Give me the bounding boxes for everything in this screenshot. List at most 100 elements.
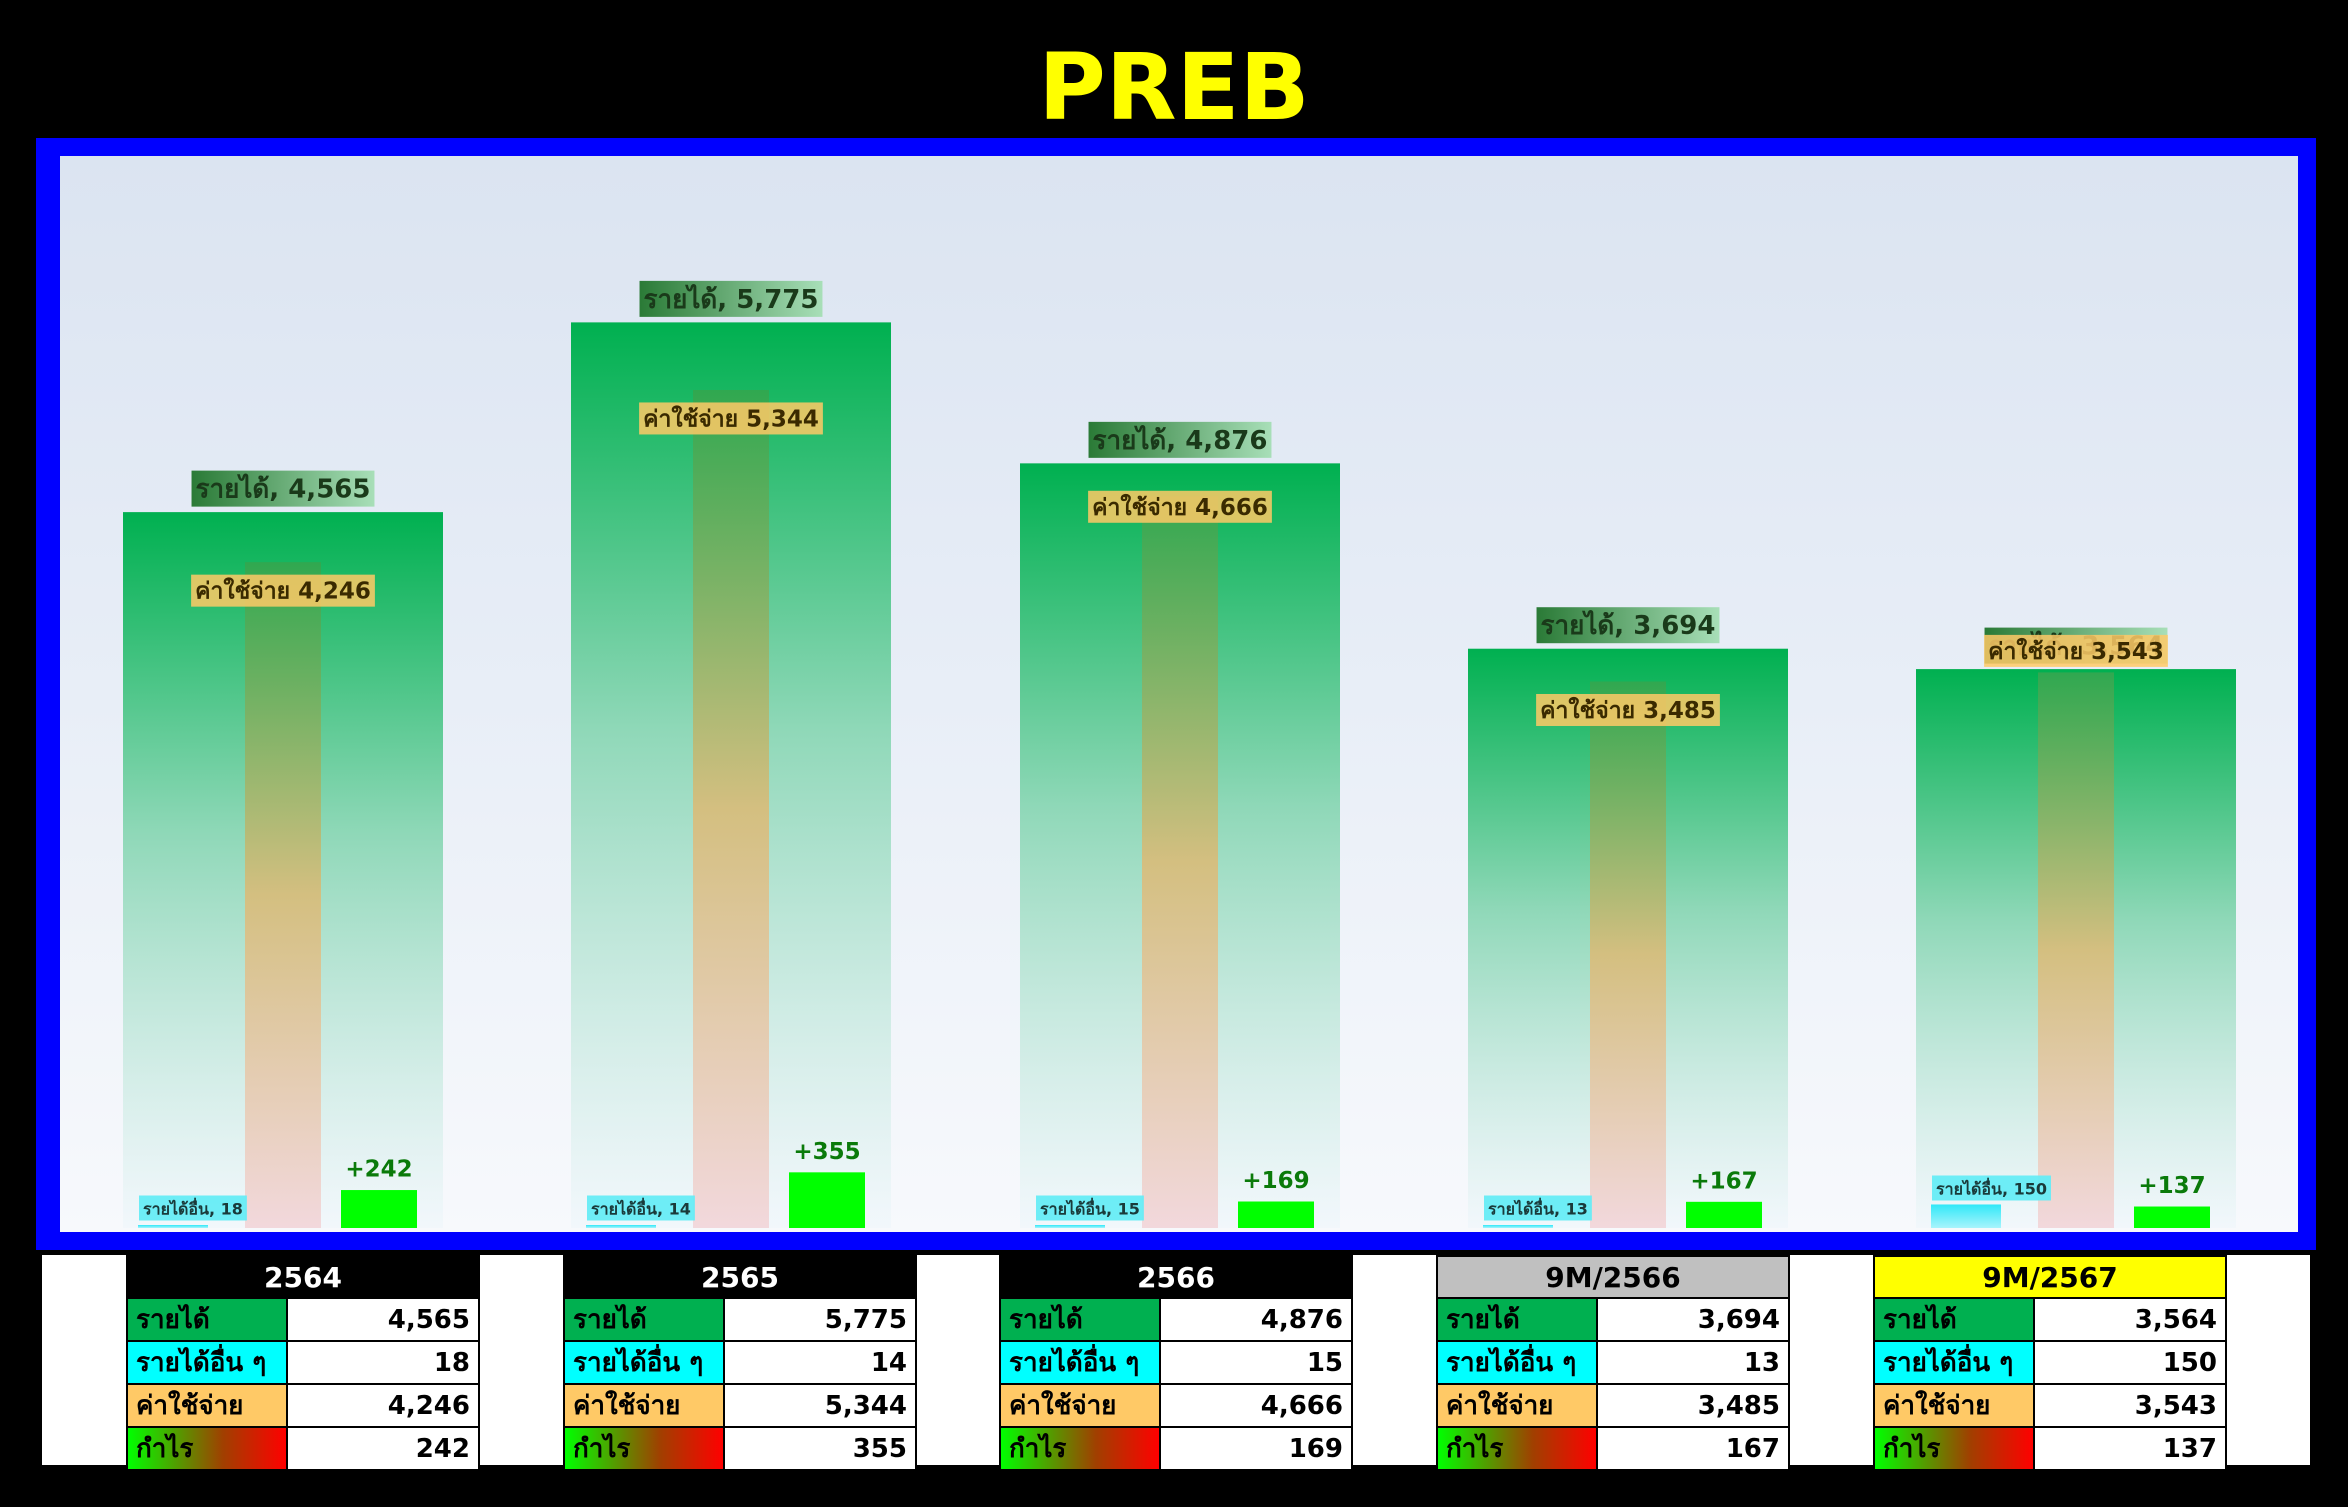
other-income-label-text: รายได้อื่น, 15 — [1040, 1198, 1140, 1219]
table-header: 2565 — [563, 1255, 917, 1299]
profit-bar — [1686, 1201, 1762, 1228]
other-income-label: รายได้อื่น, 14 — [587, 1195, 695, 1221]
other-income-label-bg — [1036, 1195, 1144, 1221]
table-row: รายได้ 3,564 — [1873, 1297, 2227, 1342]
other-income-label-text: รายได้อื่น, 14 — [591, 1198, 691, 1219]
other-income-label-text: รายได้อื่น, 13 — [1488, 1198, 1588, 1219]
plot-area: รายได้, 4,565 ค่าใช้จ่าย 4,246 รายได้อื่น,… — [60, 156, 2298, 1232]
row-label: รายได้อื่น ๆ — [126, 1340, 288, 1385]
row-label: รายได้ — [126, 1297, 288, 1342]
table-row: กำไร 355 — [563, 1426, 917, 1471]
table-row: รายได้ 3,694 — [1436, 1297, 1790, 1342]
summary-table: 9M/2567 รายได้ 3,564 รายได้อื่น ๆ 150 ค่าใช้จ… — [1873, 1255, 2227, 1471]
expense-label: ค่าใช้จ่าย 3,543 — [1984, 634, 2168, 667]
table-row: รายได้ 5,775 — [563, 1297, 917, 1342]
row-label: กำไร — [563, 1426, 725, 1471]
row-value: 15 — [1159, 1340, 1353, 1385]
table-row: รายได้อื่น ๆ 13 — [1436, 1340, 1790, 1385]
revenue-label-text: รายได้, 3,694 — [1541, 609, 1716, 641]
other-income-label: รายได้อื่น, 13 — [1484, 1195, 1592, 1221]
revenue-label-bg — [1088, 421, 1272, 458]
profit-label: +167 — [1690, 1168, 1757, 1194]
table-row: รายได้อื่น ๆ 14 — [563, 1340, 917, 1385]
expense-label: ค่าใช้จ่าย 3,485 — [1536, 693, 1720, 726]
other-income-label-bg — [587, 1195, 695, 1221]
chart-frame: รายได้, 4,565 ค่าใช้จ่าย 4,246 รายได้อื่น,… — [36, 138, 2316, 1250]
other-income-label-text: รายได้อื่น, 150 — [1936, 1178, 2047, 1199]
row-label: กำไร — [1436, 1426, 1598, 1471]
table-row: กำไร 137 — [1873, 1426, 2227, 1471]
profit-bar — [789, 1172, 865, 1228]
table-row: ค่าใช้จ่าย 3,485 — [1436, 1383, 1790, 1428]
row-label: กำไร — [1873, 1426, 2035, 1471]
row-value: 5,344 — [723, 1383, 917, 1428]
row-label: ค่าใช้จ่าย — [563, 1383, 725, 1428]
other-income-bar — [1035, 1225, 1105, 1228]
row-value: 14 — [723, 1340, 917, 1385]
expense-label-text: ค่าใช้จ่าย 3,485 — [1540, 696, 1716, 724]
expense-label-bg — [1088, 490, 1272, 523]
table-row: กำไร 169 — [999, 1426, 1353, 1471]
profit-bar — [1238, 1201, 1314, 1228]
row-value: 4,876 — [1159, 1297, 1353, 1342]
row-value: 355 — [723, 1426, 917, 1471]
expense-label-bg — [1984, 634, 2168, 667]
table-row: ค่าใช้จ่าย 5,344 — [563, 1383, 917, 1428]
table-row: ค่าใช้จ่าย 4,666 — [999, 1383, 1353, 1428]
expense-label-bg — [191, 574, 375, 607]
table-row: กำไร 242 — [126, 1426, 480, 1471]
table-row: รายได้อื่น ๆ 18 — [126, 1340, 480, 1385]
table-row: รายได้ 4,565 — [126, 1297, 480, 1342]
row-label: ค่าใช้จ่าย — [126, 1383, 288, 1428]
row-value: 4,565 — [286, 1297, 480, 1342]
expense-label: ค่าใช้จ่าย 4,666 — [1088, 490, 1272, 523]
other-income-label: รายได้อื่น, 15 — [1036, 1195, 1144, 1221]
table-row: รายได้อื่น ๆ 15 — [999, 1340, 1353, 1385]
row-value: 150 — [2033, 1340, 2227, 1385]
row-value: 3,543 — [2033, 1383, 2227, 1428]
expense-label: ค่าใช้จ่าย 4,246 — [191, 574, 375, 607]
table-row: รายได้ 4,876 — [999, 1297, 1353, 1342]
page-title: PREB — [1038, 34, 1310, 141]
other-income-label: รายได้อื่น, 150 — [1932, 1175, 2051, 1201]
row-label: รายได้ — [1873, 1297, 2035, 1342]
row-label: รายได้ — [563, 1297, 725, 1342]
summary-table: 2564 รายได้ 4,565 รายได้อื่น ๆ 18 ค่าใช้จ่าย 4… — [126, 1255, 480, 1471]
revenue-label-text: รายได้, 4,876 — [1093, 424, 1268, 456]
row-label: รายได้อื่น ๆ — [1436, 1340, 1598, 1385]
revenue-label: รายได้, 5,775 — [639, 280, 823, 317]
expense-label-text: ค่าใช้จ่าย 4,246 — [195, 577, 371, 605]
revenue-label-text: รายได้, 4,565 — [196, 473, 371, 505]
profit-bar — [2134, 1206, 2210, 1228]
revenue-label: รายได้, 4,876 — [1088, 421, 1272, 458]
row-value: 3,485 — [1596, 1383, 1790, 1428]
revenue-label: รายได้, 4,565 — [191, 470, 375, 507]
expense-bar — [245, 562, 321, 1228]
table-header: 2564 — [126, 1255, 480, 1299]
revenue-label-bg — [639, 280, 823, 317]
row-value: 167 — [1596, 1426, 1790, 1471]
summary-table: 2566 รายได้ 4,876 รายได้อื่น ๆ 15 ค่าใช้จ่าย 4… — [999, 1255, 1353, 1471]
table-row: ค่าใช้จ่าย 4,246 — [126, 1383, 480, 1428]
profit-label: +242 — [345, 1157, 412, 1183]
table-header: 2566 — [999, 1255, 1353, 1299]
expense-label-text: ค่าใช้จ่าย 4,666 — [1092, 493, 1268, 521]
expense-label-text: ค่าใช้จ่าย 5,344 — [643, 404, 819, 432]
other-income-label-text: รายได้อื่น, 18 — [143, 1198, 243, 1219]
expense-label-text: ค่าใช้จ่าย 3,543 — [1988, 637, 2164, 665]
row-label: ค่าใช้จ่าย — [1873, 1383, 2035, 1428]
profit-label: +169 — [1242, 1168, 1309, 1194]
row-label: รายได้ — [1436, 1297, 1598, 1342]
row-label: รายได้ — [999, 1297, 1161, 1342]
row-label: ค่าใช้จ่าย — [999, 1383, 1161, 1428]
row-label: รายได้อื่น ๆ — [999, 1340, 1161, 1385]
row-label: รายได้อื่น ๆ — [1873, 1340, 2035, 1385]
other-income-bar — [586, 1225, 656, 1228]
row-value: 137 — [2033, 1426, 2227, 1471]
row-label: รายได้อื่น ๆ — [563, 1340, 725, 1385]
row-value: 4,246 — [286, 1383, 480, 1428]
row-value: 3,694 — [1596, 1297, 1790, 1342]
profit-bar — [341, 1190, 417, 1228]
revenue-label-bg — [1536, 607, 1720, 644]
row-value: 13 — [1596, 1340, 1790, 1385]
